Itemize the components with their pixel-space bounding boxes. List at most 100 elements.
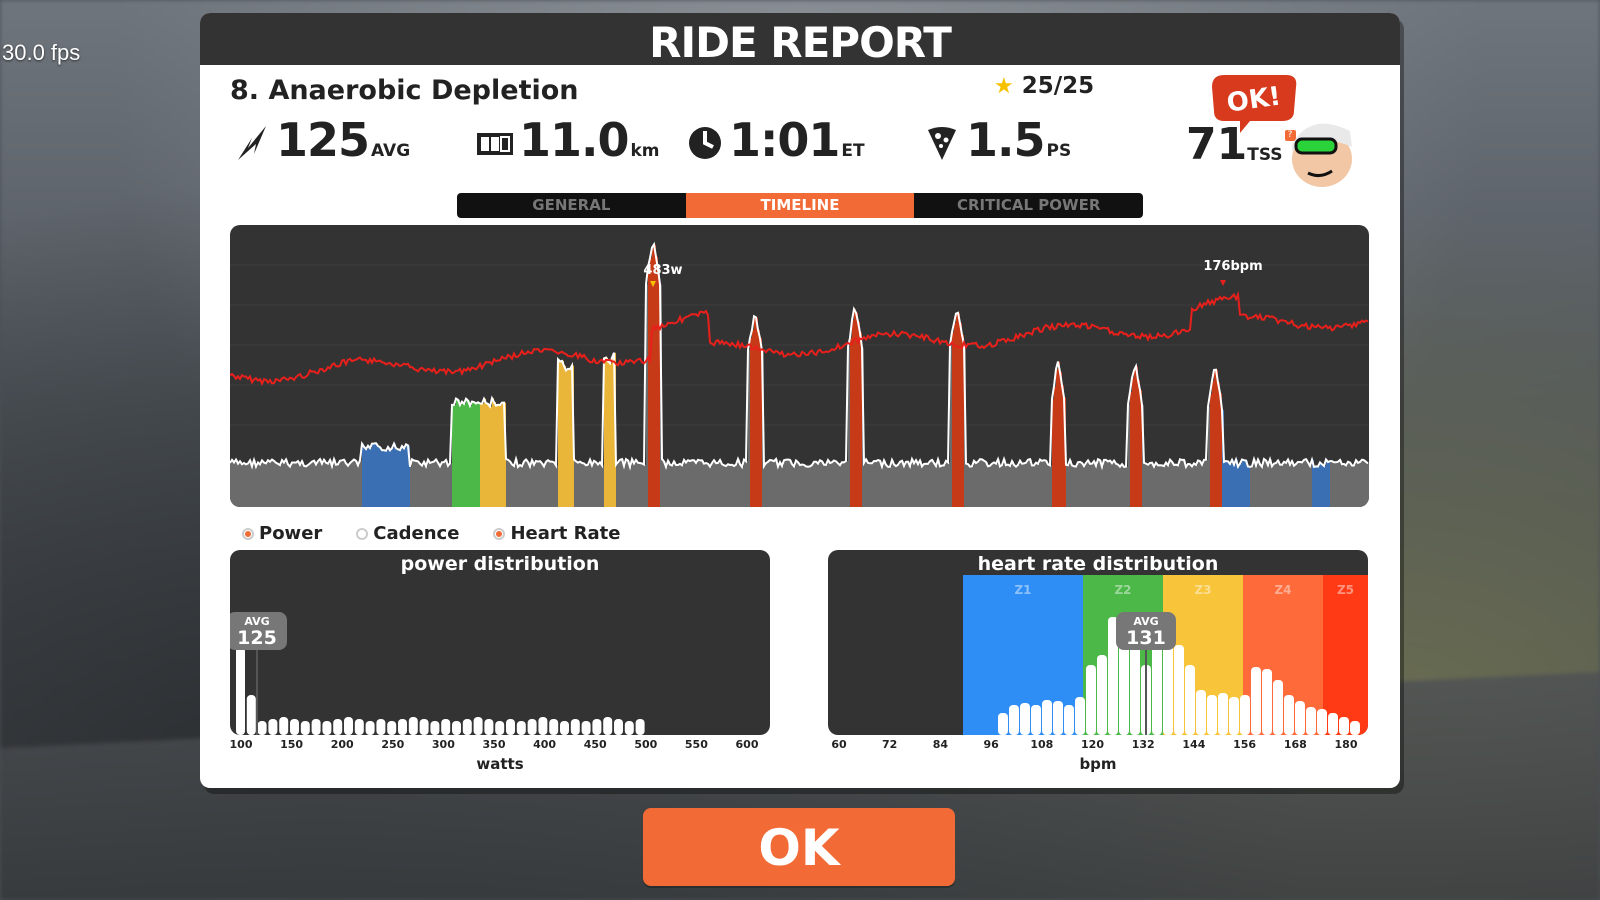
power-line [230,241,1369,471]
x-axis-tick: 300 [431,738,455,751]
ride-report-panel: RIDE REPORT 8. Anaerobic Depletion ★ 25/… [200,13,1400,788]
x-axis-tick: 180 [1334,738,1358,751]
stat-distance: 11.0 km [475,117,660,163]
star-rating: ★ 25/25 [994,73,1094,99]
stat-distance-unit: km [630,141,660,161]
legend-cadence-label: Cadence [373,523,460,544]
hr-dist-bars [998,615,1360,735]
speech-bubble: OK! [1212,75,1297,133]
star-count: 25/25 [1021,73,1095,99]
tab-critical-power[interactable]: CRITICAL POWER [956,196,1101,214]
workout-title: 8. Anaerobic Depletion [230,75,579,106]
x-axis-tick: 550 [684,738,708,751]
star-icon: ★ [994,73,1014,99]
x-axis-tick: 156 [1233,738,1257,751]
stat-tss-value: 71 [1186,119,1248,170]
legend-power-label: Power [259,523,323,544]
heart-rate-distribution-x-label: bpm [1079,755,1117,773]
power-avg-marker: AVG 125 [230,612,287,650]
svg-text:AVG: AVG [1133,615,1158,628]
stat-pizza: 1.5 PS [922,117,1071,163]
x-axis-tick: 60 [831,738,847,751]
svg-text:Z3: Z3 [1194,583,1211,597]
x-axis-tick: 108 [1030,738,1054,751]
heart-rate-distribution-chart: Z1 Z2 Z3 Z4 Z5 AVG 131 [828,550,1368,735]
stat-time: 1:01 ET [685,117,865,163]
stat-power-value: 125 [276,113,370,167]
timeline-svg: 483w 176bpm [230,241,1369,507]
chart-legend: Power Cadence Heart Rate [242,523,620,544]
tss-help-icon[interactable]: ? [1284,130,1296,141]
heart-rate-radio[interactable] [493,527,506,540]
power-distribution-title: power distribution [400,553,600,575]
stat-tss: 71 TSS ? [1186,123,1296,167]
stat-time-unit: ET [841,141,865,161]
x-axis-tick: 168 [1283,738,1307,751]
svg-text:131: 131 [1126,627,1166,649]
x-axis-tick: 400 [533,738,557,751]
heart-rate-distribution-x-axis: 60 72 84 96 108 120 132 144 156 168 180 [828,738,1368,754]
stat-power: 125 AVG [232,117,410,163]
x-axis-tick: 100 [229,738,253,751]
ok-button[interactable]: OK [643,808,955,886]
svg-text:Z5: Z5 [1337,583,1354,597]
lightning-icon [232,123,272,163]
x-axis-tick: 600 [735,738,759,751]
x-axis-tick: 150 [280,738,304,751]
x-axis-tick: 96 [983,738,999,751]
power-dist-bars [236,647,645,735]
mascot-head [1292,123,1352,187]
timeline-chart: 483w 176bpm [230,225,1369,507]
mascot-avatar: OK! [1212,75,1352,187]
svg-text:AVG: AVG [244,615,269,628]
heart-rate-line [230,290,1369,387]
svg-text:176bpm: 176bpm [1203,259,1262,274]
stat-tss-unit: TSS [1247,145,1283,165]
heart-rate-distribution-title: heart rate distribution [977,553,1219,575]
x-axis-tick: 350 [482,738,506,751]
x-axis-tick: 450 [583,738,607,751]
svg-text:Z2: Z2 [1114,583,1131,597]
legend-cadence[interactable]: Cadence [356,523,459,544]
clock-icon [685,123,725,163]
report-tabs: GENERAL TIMELINE CRITICAL POWER [457,193,1143,218]
power-distribution-chart: AVG 125 [230,550,770,735]
svg-text:483w: 483w [643,263,682,278]
x-axis-tick: 84 [932,738,949,751]
stat-pizza-value: 1.5 [966,113,1045,167]
x-axis-tick: 72 [882,738,898,751]
svg-text:125: 125 [237,627,277,649]
svg-text:OK!: OK! [1225,81,1283,118]
legend-heart-rate[interactable]: Heart Rate [493,523,620,544]
x-axis-tick: 120 [1081,738,1104,751]
page-title: RIDE REPORT [200,13,1400,67]
tab-timeline[interactable]: TIMELINE [685,193,915,218]
x-axis-tick: 250 [381,738,405,751]
x-axis-tick: 500 [634,738,658,751]
odometer-icon [475,123,515,163]
tab-general[interactable]: GENERAL [532,196,611,214]
hr-dist-svg: Z1 Z2 Z3 Z4 Z5 AVG 131 [963,575,1368,735]
power-distribution-x-label: watts [476,755,524,773]
cadence-radio[interactable] [356,527,369,540]
hr-avg-marker: AVG 131 [1116,612,1176,650]
stat-pizza-unit: PS [1046,141,1072,161]
fps-counter: 30.0 fps [2,40,81,65]
stat-distance-value: 11.0 [519,113,629,167]
svg-text:Z1: Z1 [1014,583,1031,597]
x-axis-tick: 132 [1131,738,1155,751]
peak-power-marker: 483w [643,263,683,287]
svg-text:Z4: Z4 [1274,583,1291,597]
peak-hr-marker: 176bpm [1203,259,1263,286]
pizza-icon [922,123,962,163]
legend-heart-rate-label: Heart Rate [510,523,621,544]
power-area [230,244,1369,507]
power-dist-svg: AVG 125 [230,612,645,735]
stat-time-value: 1:01 [729,113,840,167]
power-radio[interactable] [242,527,254,540]
x-axis-tick: 200 [330,738,354,751]
x-axis-tick: 144 [1182,738,1206,751]
power-distribution-x-axis: 100 150 200 250 300 350 400 450 500 550 600 [230,738,770,754]
legend-power[interactable]: Power [242,523,322,544]
stat-power-unit: AVG [371,141,411,161]
